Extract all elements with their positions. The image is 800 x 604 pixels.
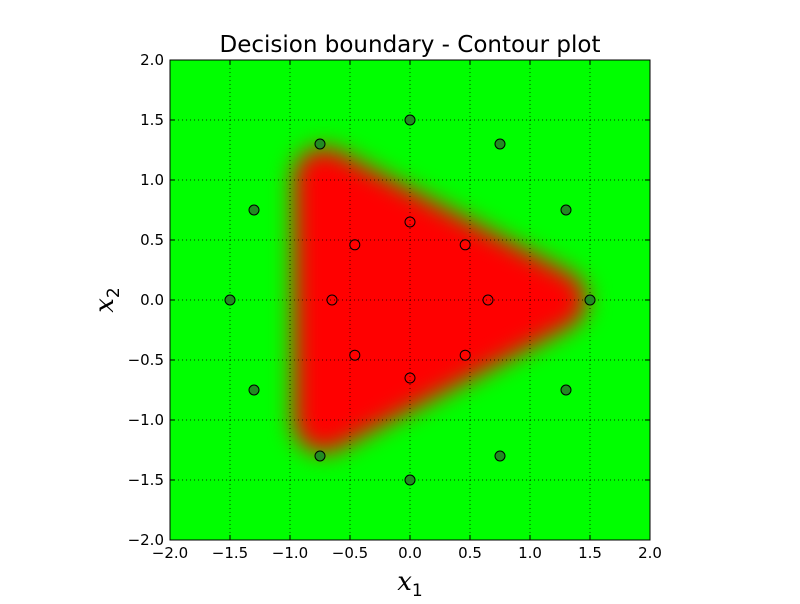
y-tick-label: −0.5 [128,351,164,369]
inner-class-point [349,349,361,361]
y-tick-label: 0.5 [140,231,164,249]
ticks: −2.0 −1.5 −1.0 −0.5 0.0 0.5 1.0 1.5 2.0 −2.0 −1.5 −… [128,51,662,562]
inner-class-point [349,239,361,251]
outer-class-point [560,204,572,216]
y-tick-label: −1.5 [128,471,164,489]
y-tick-label: 0.0 [140,291,164,309]
data-points [224,114,596,486]
y-tick-label: 2.0 [140,51,164,69]
x-tick-label: −0.5 [332,544,368,562]
x-tick-label: 0.5 [458,544,482,562]
outer-class-point [404,474,416,486]
x-tick-label: 1.5 [578,544,602,562]
inner-class-point [459,239,471,251]
x-tick-label: −1.0 [272,544,308,562]
y-tick-label: −1.0 [128,411,164,429]
chart-title: Decision boundary - Contour plot [220,32,601,58]
outer-class-point [584,294,596,306]
inner-class-point [404,372,416,384]
decision-region-layer [293,147,587,453]
y-axis-label: x2 [90,287,124,313]
outer-class-point [314,138,326,150]
outer-class-point [560,384,572,396]
x-axis-label-subscript: 1 [412,581,423,600]
inner-class-point [326,294,338,306]
y-axis-label-main: x [90,298,120,313]
x-tick-label: −1.5 [212,544,248,562]
inner-class-point [459,349,471,361]
x-tick-label: −2.0 [152,544,188,562]
x-axis-label: x1 [397,567,423,600]
outer-class-point [248,384,260,396]
outer-class-point [494,138,506,150]
outer-class-point [314,450,326,462]
x-tick-label: 0.0 [398,544,422,562]
outer-class-point [404,114,416,126]
x-axis-label-main: x [397,567,412,597]
outer-class-point [224,294,236,306]
inner-class-point [482,294,494,306]
y-axis-label-subscript: 2 [104,287,124,298]
y-tick-label: 1.5 [140,111,164,129]
outer-class-point [494,450,506,462]
outer-class-point [248,204,260,216]
x-tick-label: 1.0 [518,544,542,562]
x-tick-label: 2.0 [638,544,662,562]
y-tick-label: 1.0 [140,171,164,189]
y-tick-label: −2.0 [128,531,164,549]
inner-class-point [404,216,416,228]
decision-region [293,147,587,453]
